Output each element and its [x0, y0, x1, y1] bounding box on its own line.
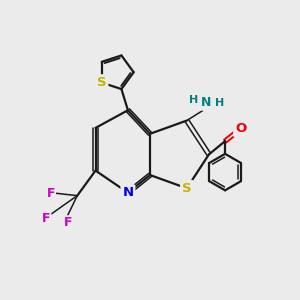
Text: O: O — [235, 122, 246, 135]
Text: S: S — [182, 182, 192, 195]
Text: N: N — [201, 96, 212, 110]
Text: F: F — [42, 212, 50, 225]
Text: H: H — [215, 98, 224, 108]
Text: H: H — [189, 95, 199, 105]
Text: F: F — [46, 187, 55, 200]
Text: F: F — [64, 216, 73, 229]
Text: N: N — [122, 186, 134, 199]
Text: S: S — [97, 76, 106, 89]
